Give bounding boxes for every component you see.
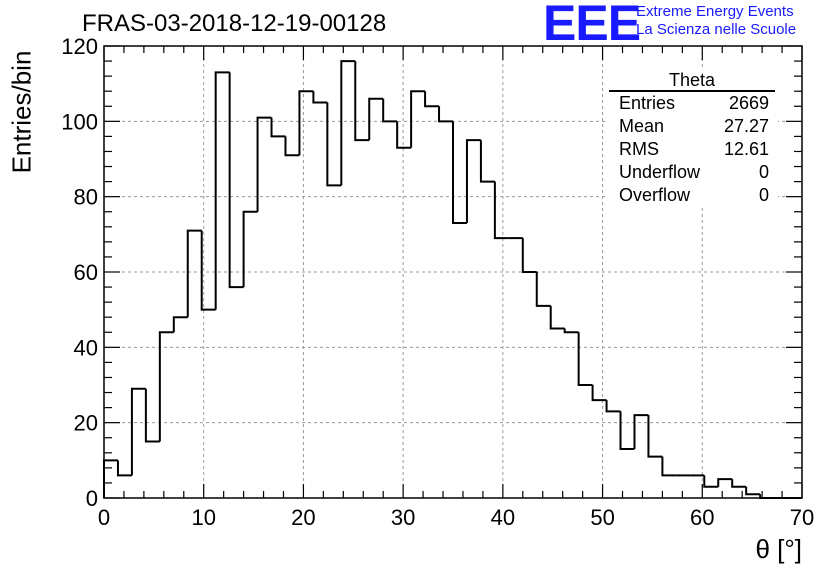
histogram-bin [103,459,118,498]
stats-label: Overflow [619,185,691,205]
stats-row-mean: Mean 27.27 [609,115,775,138]
y-tick-label: 120 [61,34,98,59]
x-axis-label: θ [°] [755,534,802,564]
histogram-bin [158,331,174,442]
histogram-bin [340,60,356,186]
stats-value: 2669 [728,93,769,113]
stats-row-entries: Entries 2669 [609,92,775,115]
histogram-bin [368,97,384,141]
histogram-bin [465,139,481,224]
histogram-bin [382,98,398,123]
stats-box: Theta Entries 2669 Mean 27.27 RMS 12.61 … [609,70,775,207]
histogram-bin [703,475,719,488]
y-axis-label: Entries/bin [6,50,37,174]
histogram-bin [116,460,132,477]
histogram-bin [424,91,440,108]
y-tick-label: 0 [86,486,98,511]
histogram-bin [745,486,761,496]
stats-label: Mean [619,116,665,136]
stats-value: 27.27 [723,116,769,136]
histogram-bin [130,387,146,476]
chart-title: FRAS-03-2018-12-19-00128 [82,10,387,37]
y-tick-label: 100 [61,109,98,134]
histogram-bin [284,136,300,157]
histogram-bin [200,230,216,311]
stats-row-overflow: Overflow 0 [609,184,775,207]
histogram-bin [619,411,635,451]
x-tick-label: 20 [291,505,315,530]
y-tick-label: 60 [74,260,98,285]
histogram-bin [577,332,593,386]
histogram-bin [270,117,286,138]
histogram-bin [242,210,258,288]
x-tick-label: 70 [790,505,814,530]
histogram-bin [326,102,342,187]
y-tick-label: 20 [74,411,98,436]
org-name: Extreme Energy Events La Scienza nelle S… [636,3,796,39]
histogram-bin [605,400,621,413]
histogram-bin [452,121,467,225]
stats-value: 0 [758,162,769,182]
histogram-bin [647,415,663,458]
histogram-bin [228,72,244,289]
y-tick-label: 80 [74,185,98,210]
histogram-bin [144,388,160,443]
org-name-line2: La Scienza nelle Scuole [636,21,797,38]
x-tick-label: 0 [98,505,110,530]
histogram-bin [591,385,607,402]
stats-label: Underflow [619,162,701,182]
histogram-bin [172,316,188,333]
histogram-bin [731,479,747,488]
histogram-bin [535,272,551,307]
x-tick-label: 40 [491,505,515,530]
stats-row-rms: RMS 12.61 [609,138,775,161]
stats-value: 12.61 [723,139,769,159]
org-name-line1: Extreme Energy Events [636,3,794,20]
x-tick-label: 60 [690,505,714,530]
histogram-bin [438,106,453,123]
stats-row-underflow: Underflow 0 [609,161,775,184]
x-tick-label: 30 [391,505,415,530]
stats-value: 0 [758,185,769,205]
histogram-bin [396,121,412,149]
stats-title: Theta [609,70,775,92]
histogram-bin [256,116,272,212]
histogram-bin [214,71,230,310]
histogram-bin [661,456,677,477]
y-tick-label: 40 [74,335,98,360]
eee-logo: EEE [543,0,641,51]
stats-label: RMS [619,139,659,159]
histogram-bin [186,229,202,318]
histogram-bin [493,181,509,240]
x-tick-label: 10 [191,505,215,530]
histogram-bin [312,91,328,104]
histogram-bin [549,305,565,330]
histogram-bin [633,414,649,450]
histogram-bin [521,238,537,273]
stats-label: Entries [619,93,676,113]
x-tick-label: 50 [590,505,614,530]
histogram-bin [354,61,370,142]
histogram-bin [298,90,314,156]
histogram-bin [479,140,495,183]
histogram-bin [717,478,733,487]
histogram-bin [563,328,579,334]
histogram-bin [410,90,426,148]
